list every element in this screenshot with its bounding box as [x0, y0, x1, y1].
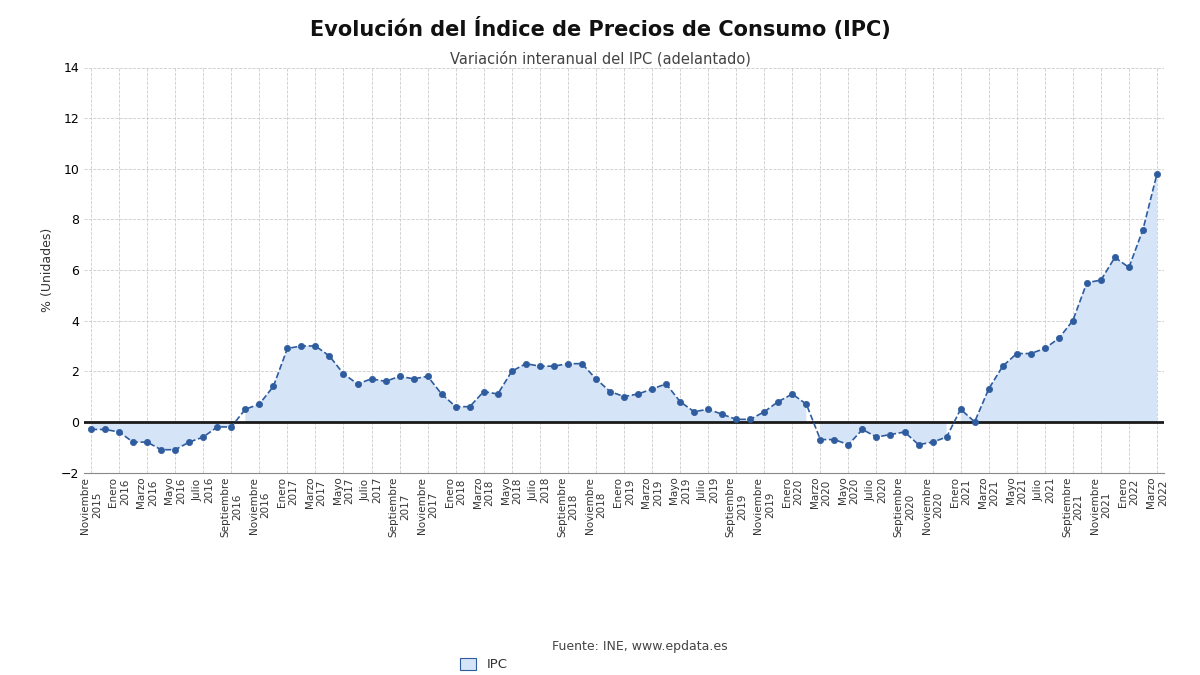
Text: Variación interanual del IPC (adelantado): Variación interanual del IPC (adelantado…: [450, 51, 750, 66]
Legend: IPC: IPC: [455, 653, 512, 675]
Y-axis label: % (Unidades): % (Unidades): [41, 228, 54, 312]
Text: Evolución del Índice de Precios de Consumo (IPC): Evolución del Índice de Precios de Consu…: [310, 17, 890, 40]
Text: Fuente: INE, www.epdata.es: Fuente: INE, www.epdata.es: [552, 641, 727, 653]
